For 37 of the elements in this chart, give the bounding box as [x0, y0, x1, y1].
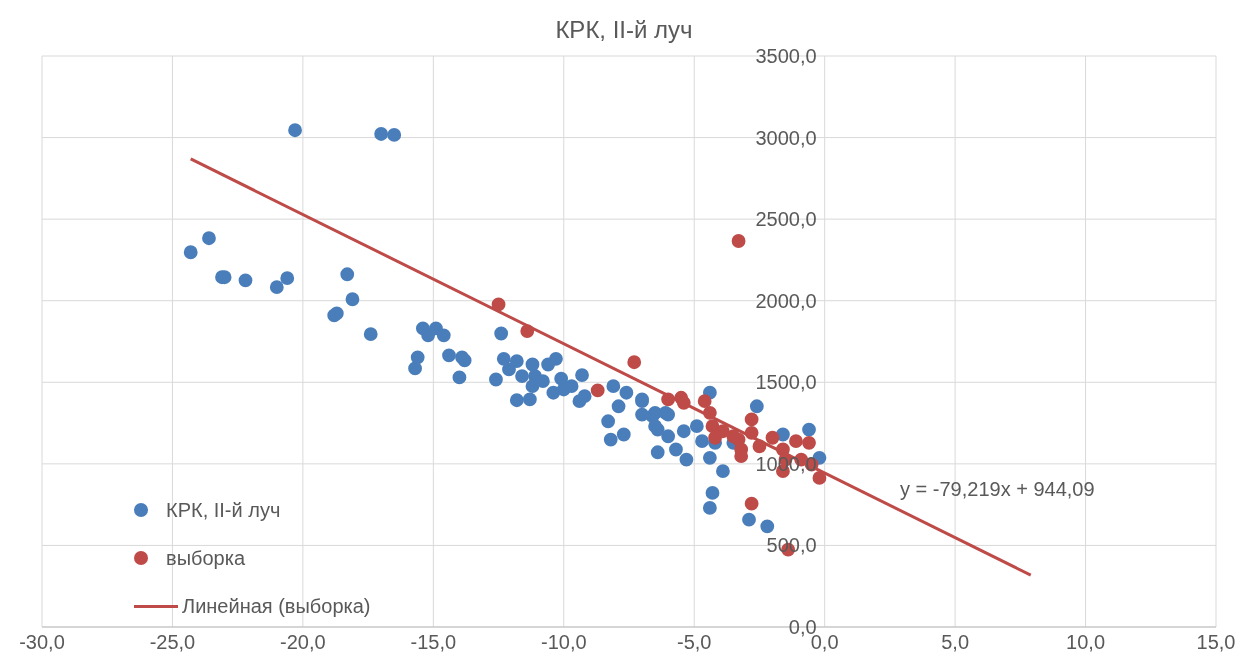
y-tick-label: 500,0 [766, 534, 817, 557]
x-tick-label: -30,0 [19, 631, 65, 654]
x-tick-label: -15,0 [410, 631, 457, 654]
point [789, 434, 803, 449]
point [697, 394, 712, 409]
point [590, 383, 605, 398]
point [661, 392, 676, 407]
x-tick-label: -5,0 [676, 631, 712, 654]
x-tick-label: -25,0 [149, 631, 196, 654]
legend-label: выборка [166, 546, 246, 570]
y-tick-label: 3500,0 [755, 45, 817, 67]
point [765, 430, 780, 445]
point [702, 405, 717, 420]
chart-title: КРК, II-й луч [554, 16, 694, 44]
legend-label: Линейная (выборка) [182, 594, 371, 618]
x-tick-label: 5,0 [941, 631, 970, 654]
point [627, 355, 642, 370]
x-tick-label: 10,0 [1066, 631, 1106, 654]
point [491, 297, 506, 312]
x-tick-label: -20,0 [280, 631, 326, 654]
y-tick-label: 3000,0 [755, 126, 817, 149]
y-tick-label: 1500,0 [755, 371, 817, 394]
point [744, 496, 759, 511]
point [520, 324, 535, 338]
point [744, 412, 759, 427]
point [744, 425, 759, 440]
x-tick-label: -10,0 [540, 631, 587, 654]
point [752, 439, 767, 454]
y-tick-label: 2000,0 [755, 289, 817, 312]
legend-label: КРК, II-й луч [166, 498, 281, 522]
annotation: y = -79,219x + 944,09 [900, 478, 1095, 501]
point [802, 435, 816, 450]
point [716, 424, 730, 439]
point [731, 234, 746, 248]
x-tick-label: 15,0 [1196, 631, 1236, 654]
point [676, 395, 691, 410]
y-tick-label: 2500,0 [755, 208, 817, 231]
